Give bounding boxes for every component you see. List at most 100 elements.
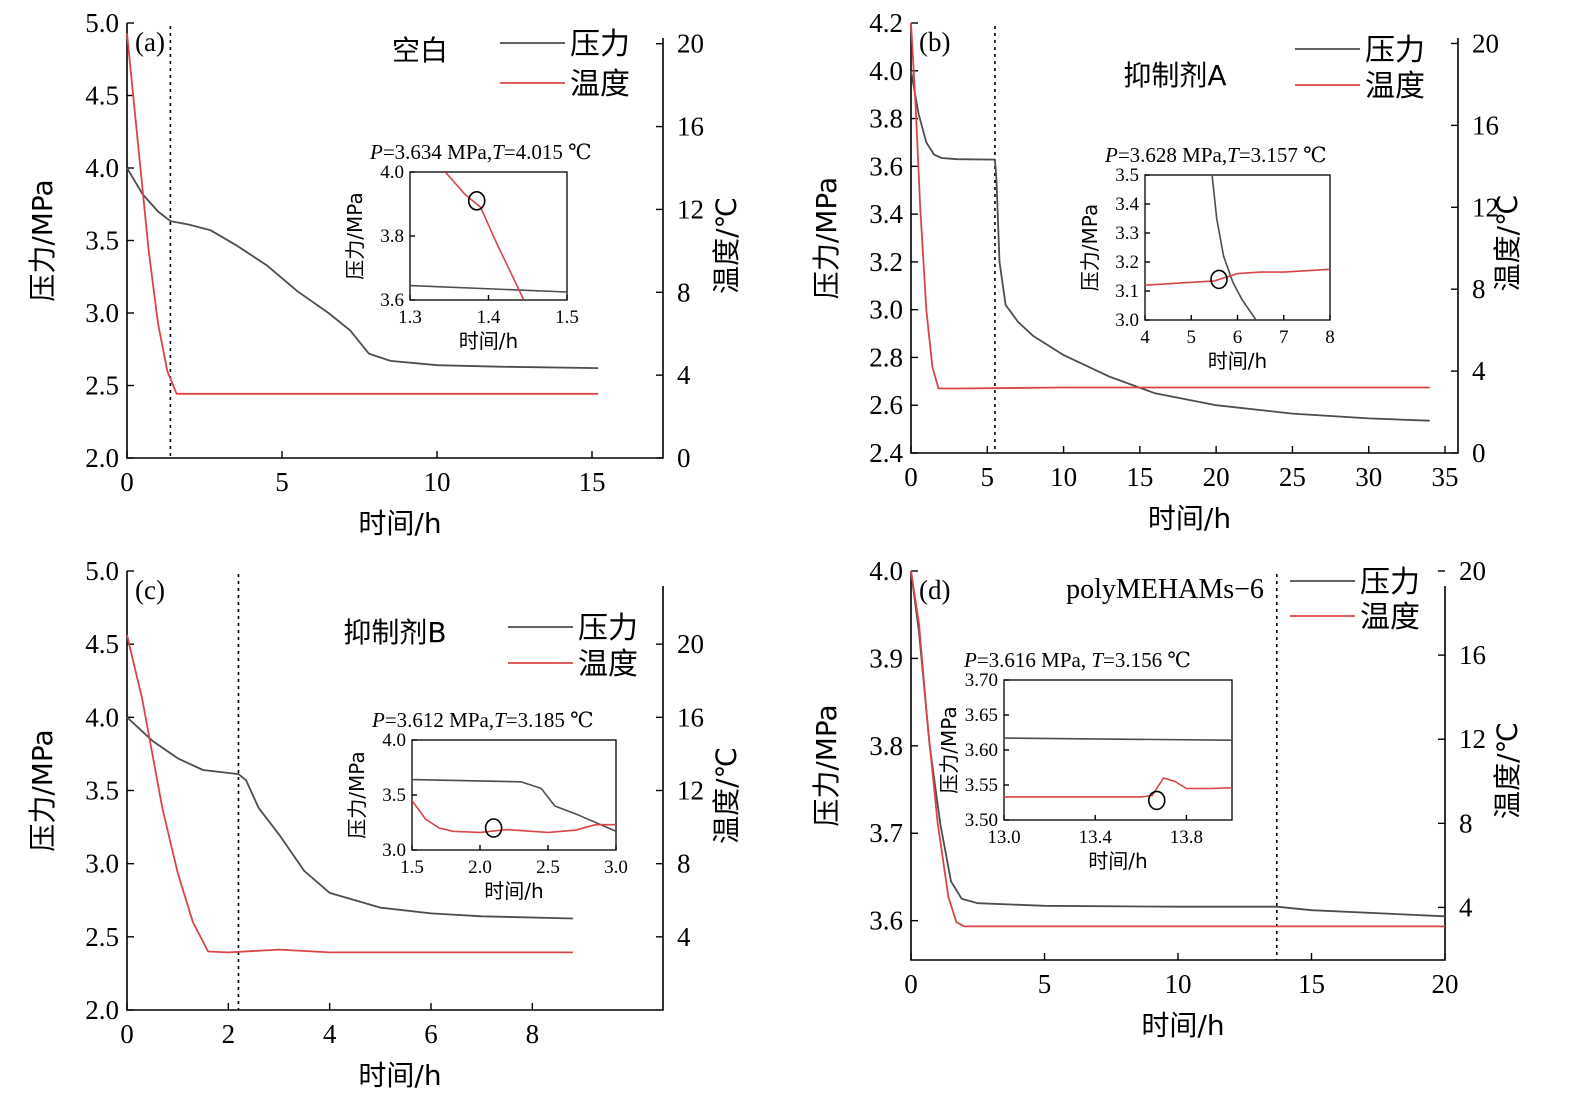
inset-series-line [412,800,616,834]
series-line-temperature [910,570,1445,928]
y-tick-label: 5.0 [85,8,119,38]
y-tick-label: 3.4 [869,199,903,229]
y2-axis-label: 温度/℃ [1491,195,1524,292]
y2-axis-label: 温度/℃ [710,197,743,294]
inset-x-tick-label: 6 [1233,327,1243,348]
inset-series-line [1145,268,1330,286]
y-axis-label: 压力/MPa [810,177,843,299]
x-tick-label: 25 [1279,462,1306,492]
x-tick-label: 15 [1298,969,1325,999]
inset-y-tick-label: 3.2 [1115,252,1139,273]
y2-tick-label: 12 [677,776,704,806]
x-tick-label: 6 [424,1019,438,1049]
inset-x-axis-label: 时间/h [1088,849,1147,873]
y2-tick-label: 8 [677,849,691,879]
inset-chart: 1.5 2.0 2.5 3.0 3.0 3.5 4.0P=3.612 MPa,T=3.185… [345,708,628,903]
inset-chart: 4 5 6 7 8 3.0 3.1 3.2 3.3 3.4 3.5P=3.628 MPa,T=3.1… [1078,143,1335,373]
panel-label: (a) [135,27,165,57]
y-tick-label: 2.8 [869,342,903,372]
y2-tick-label: 20 [1472,28,1499,58]
inset-chart: 13.0 13.4 13.8 3.50 3.55 3.60 3.65 3.70P=3.616 … [937,648,1233,873]
series-line-pressure [126,716,573,920]
x-tick-label: 10 [1165,969,1192,999]
y2-tick-label: 16 [677,702,704,732]
series-line-temperature [910,22,1430,390]
y2-tick-label: 4 [1459,892,1473,922]
y-tick-label: 3.5 [85,776,119,806]
y-tick-label: 3.9 [869,643,903,673]
inset-x-tick-label: 5 [1187,327,1197,348]
inset-x-tick-label: 2.5 [536,857,560,878]
y2-tick-label: 16 [1472,110,1499,140]
y2-tick-label: 12 [1459,724,1486,754]
y2-tick-label: 20 [677,29,704,59]
inset-y-tick-label: 3.6 [380,290,404,311]
inset-x-tick-label: 13.0 [987,827,1020,848]
x-tick-label: 20 [1432,969,1459,999]
y2-tick-label: 20 [1459,556,1486,586]
inset-series-line [444,172,525,300]
legend-label: 压力 [1365,33,1425,68]
x-tick-label: 0 [904,462,918,492]
x-tick-label: 10 [424,467,451,497]
inset-frame [1003,679,1233,821]
x-axis-label: 时间/h [1141,1009,1224,1042]
inset-annotation: P=3.634 MPa,T=4.015 ℃ [369,140,592,164]
inset-y-tick-label: 3.0 [382,840,406,861]
series-line-temperature [126,634,573,954]
y-axis-label: 压力/MPa [26,179,59,301]
y-tick-label: 4.0 [869,556,903,586]
inset-y-tick-label: 4.0 [380,162,404,183]
legend-label: 压力 [570,27,630,62]
y-tick-label: 4.0 [85,702,119,732]
legend-label: 温度 [1360,600,1420,635]
x-tick-label: 10 [1050,462,1077,492]
legend-label: 温度 [1365,69,1425,104]
inset-series-line [412,778,616,833]
inset-x-tick-label: 1.4 [477,307,501,328]
y-tick-label: 3.8 [869,104,903,134]
y-axis-label: 压力/MPa [26,729,59,851]
inset-annotation: P=3.616 MPa, T=3.156 ℃ [963,648,1191,672]
panel-label: (d) [919,575,950,605]
x-tick-label: 5 [1038,969,1052,999]
inset-x-tick-label: 1.5 [400,857,424,878]
x-tick-label: 4 [323,1019,337,1049]
inhibitor-title: 抑制剂A [1123,59,1226,92]
inset-x-tick-label: 2.0 [468,857,492,878]
inset-x-tick-label: 4 [1140,327,1150,348]
legend-label: 温度 [570,67,630,102]
y2-tick-label: 12 [677,194,704,224]
x-tick-label: 15 [1126,462,1153,492]
inhibitor-title: polyMEHAMs−6 [1066,574,1264,605]
inset-y-tick-label: 3.60 [965,740,998,761]
inset-y-tick-label: 3.4 [1115,194,1139,215]
inset-series-line [1211,175,1257,320]
x-tick-label: 0 [904,969,918,999]
inset-annotation: P=3.612 MPa,T=3.185 ℃ [371,708,594,732]
y-tick-label: 3.2 [869,247,903,277]
y-tick-label: 2.0 [85,443,119,473]
y2-tick-label: 4 [677,922,691,952]
inset-x-axis-label: 时间/h [484,879,543,903]
y2-tick-label: 8 [1472,274,1486,304]
y-tick-label: 3.6 [869,906,903,936]
inset-x-tick-label: 1.3 [398,307,422,328]
legend-label: 压力 [578,611,638,646]
x-tick-label: 35 [1432,462,1459,492]
inset-frame [409,171,568,301]
y2-tick-label: 8 [1459,808,1473,838]
inset-y-tick-label: 3.70 [965,670,998,691]
panel-label: (b) [919,27,950,57]
inset-series-line [1004,777,1232,798]
inset-annotation: P=3.628 MPa,T=3.157 ℃ [1104,143,1327,167]
inset-y-tick-label: 4.0 [382,730,406,751]
x-tick-label: 0 [120,1019,134,1049]
chart-panel-c: 0 2 4 6 8 2.0 2.5 3.0 3.5 4.0 4.5 5.0 4 8 12 16 20 时间/h 压力… [26,556,743,1092]
inset-y-tick-label: 3.55 [965,775,998,796]
axes-frame [910,23,1459,454]
